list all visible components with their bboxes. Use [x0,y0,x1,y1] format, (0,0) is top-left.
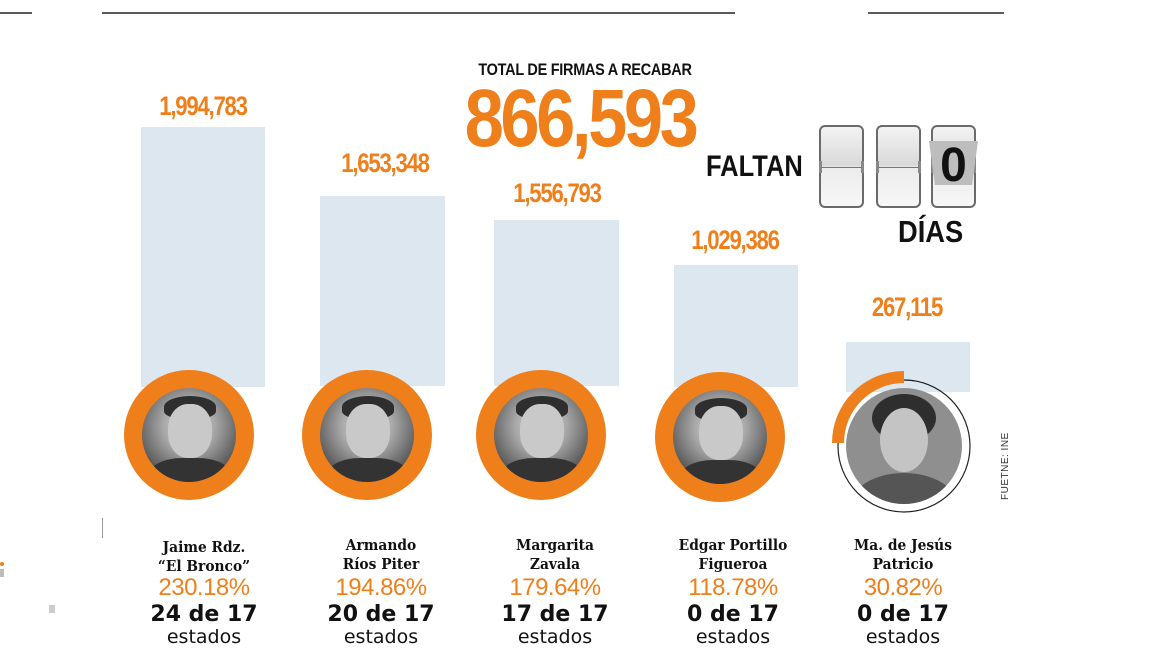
edge-mark-tick [102,518,103,538]
estados-label-3: estados [517,626,593,648]
avatar [142,388,236,482]
percent-2: 194.86% [335,574,427,601]
candidate-ring-5 [832,371,971,513]
edge-mark-square [0,569,4,577]
estados-label-4: estados [695,626,771,648]
candidate-name-1: Jaime Rdz. “El Bronco” [157,538,251,575]
percent-4: 118.78% [688,574,778,601]
percent-3: 179.64% [509,574,601,601]
percent-1: 230.18% [158,574,250,601]
estados-count-4: 0 de 17 [687,602,779,627]
candidate-ring-4 [655,372,785,502]
flip-digit-3: 0 [929,125,978,208]
edge-mark-dot [0,562,4,566]
total-label: TOTAL DE FIRMAS A RECABAR [478,60,692,79]
estados-count-5: 0 de 17 [857,602,949,627]
estados-label-1: estados [166,626,242,648]
percent-5: 30.82% [863,574,943,601]
flip-flap [929,141,978,185]
estados-count-3: 17 de 17 [501,602,609,627]
firmas-value-1: 1,994,783 [159,91,248,121]
edge-mark-flag [49,605,55,613]
avatar [320,388,414,482]
bar-candidate-4 [674,265,798,387]
candidate-name-3: Margarita Zavala [516,536,594,573]
candidate-name-5: Ma. de Jesús Patricio [854,536,952,573]
top-rule-left [0,12,32,14]
source-credit: FUETNE: INE [1000,432,1011,500]
countdown-prefix: FALTAN [706,150,803,183]
estados-label-5: estados [865,626,941,648]
candidate-ring-1 [124,370,254,500]
candidate-ring-3 [476,370,606,500]
total-value: 866,593 [464,73,699,164]
avatar [673,390,767,484]
firmas-value-2: 1,653,348 [341,148,430,178]
firmas-value-5: 267,115 [871,292,943,322]
estados-count-1: 24 de 17 [150,602,258,627]
firmas-value-3: 1,556,793 [513,178,602,208]
bar-candidate-3 [494,220,619,386]
flip-digit-2 [876,125,921,208]
top-rule-main [102,12,735,14]
flip-digit-1 [819,125,864,208]
candidate-ring-2 [302,370,432,500]
avatar [494,388,588,482]
top-rule-right [868,12,1004,14]
candidate-name-4: Edgar Portillo Figueroa [678,536,788,573]
countdown-suffix: DÍAS [898,214,964,249]
candidate-name-2: Armando Ríos Piter [342,536,420,573]
firmas-value-4: 1,029,386 [691,225,780,255]
estados-count-2: 20 de 17 [327,602,435,627]
bar-candidate-1 [141,127,265,387]
bar-candidate-2 [320,196,445,386]
estados-label-2: estados [343,626,419,648]
